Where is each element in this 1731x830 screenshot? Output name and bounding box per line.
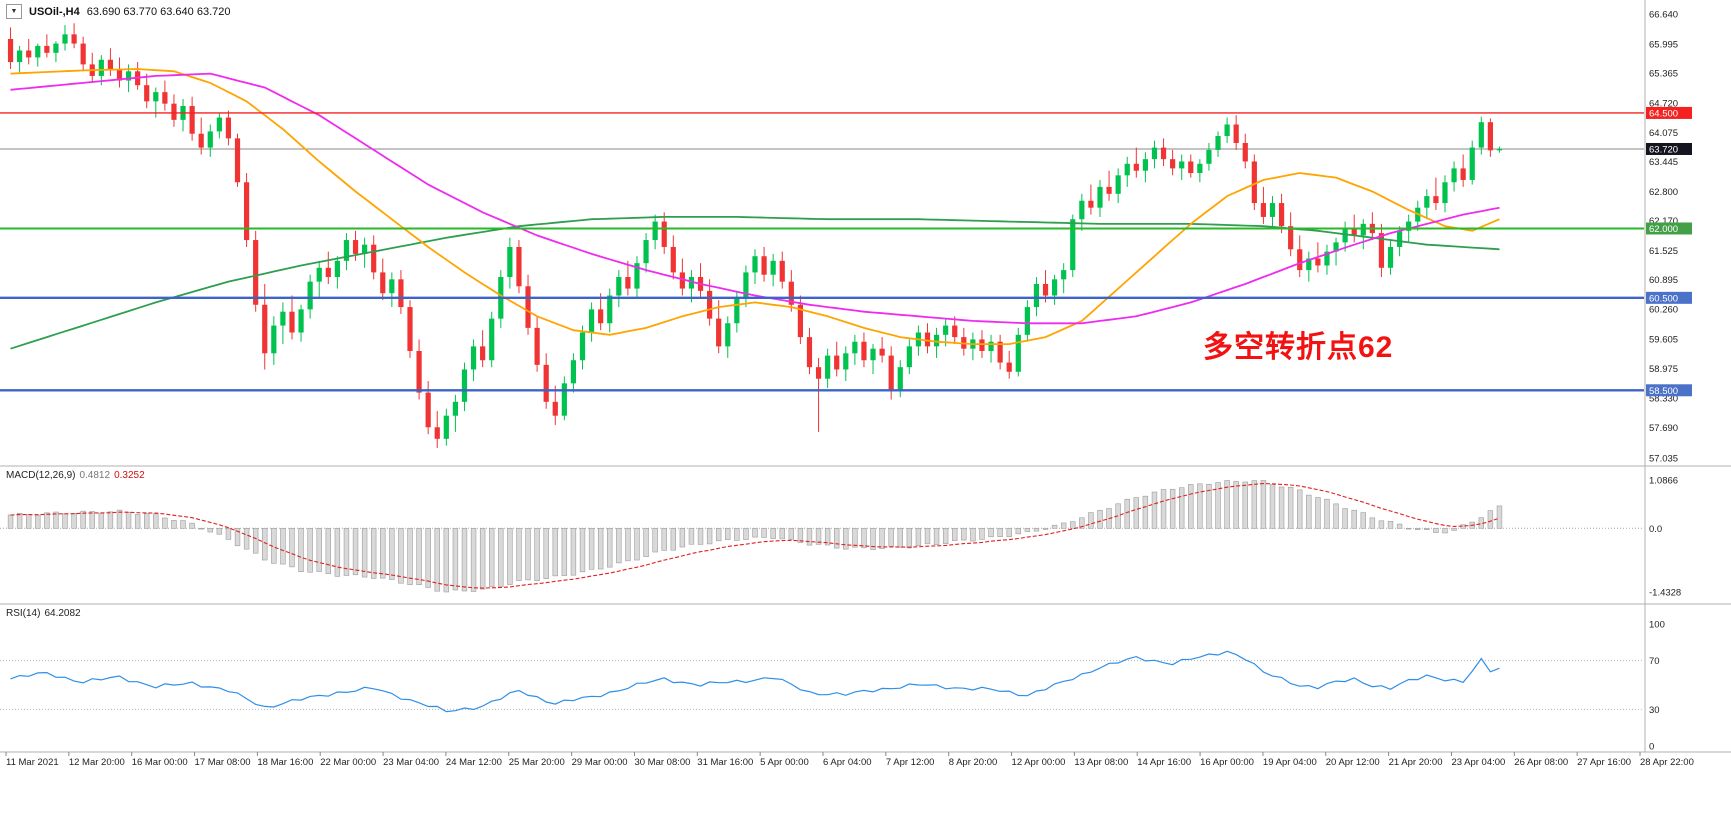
svg-text:64.500: 64.500 [1649, 108, 1678, 119]
svg-text:63.720: 63.720 [1649, 144, 1678, 155]
svg-text:64.075: 64.075 [1649, 128, 1678, 139]
svg-text:60.260: 60.260 [1649, 304, 1678, 315]
svg-text:65.365: 65.365 [1649, 68, 1678, 79]
chart-header: ▼ USOil-,H4 63.690 63.770 63.640 63.720 [6, 4, 230, 19]
symbol-dropdown-button[interactable]: ▼ [6, 4, 22, 19]
svg-text:57.035: 57.035 [1649, 454, 1678, 465]
svg-text:60.500: 60.500 [1649, 293, 1678, 304]
svg-text:31 Mar 16:00: 31 Mar 16:00 [697, 757, 753, 768]
svg-text:60.895: 60.895 [1649, 275, 1678, 286]
svg-text:7 Apr 12:00: 7 Apr 12:00 [886, 757, 935, 768]
ohlc-values: 63.690 63.770 63.640 63.720 [86, 5, 231, 18]
svg-text:5 Apr 00:00: 5 Apr 00:00 [760, 757, 809, 768]
svg-text:1.0866: 1.0866 [1649, 476, 1678, 487]
svg-text:12 Mar 20:00: 12 Mar 20:00 [69, 757, 125, 768]
svg-text:62.170: 62.170 [1649, 216, 1678, 227]
panel-separators [0, 0, 1731, 753]
rsi-indicator-title: RSI(14) 64.2082 [6, 608, 81, 619]
svg-text:58.330: 58.330 [1649, 394, 1678, 405]
svg-text:28 Apr 22:00: 28 Apr 22:00 [1640, 757, 1694, 768]
rsi-layer [0, 650, 1644, 713]
svg-text:29 Mar 00:00: 29 Mar 00:00 [572, 757, 628, 768]
macd-layer [0, 480, 1644, 593]
svg-text:61.525: 61.525 [1649, 246, 1678, 257]
svg-text:18 Mar 16:00: 18 Mar 16:00 [257, 757, 313, 768]
svg-text:65.995: 65.995 [1649, 39, 1678, 50]
ma-mid-orange-line [10, 68, 1500, 345]
time-axis-labels: 11 Mar 2021 12 Mar 20:00 16 Mar 00:00 17 Ma… [5, 752, 1694, 768]
svg-text:57.690: 57.690 [1649, 423, 1678, 434]
macd-value-main: 0.4812 [79, 470, 111, 481]
rsi-axis-labels: 100 70 30 0 [1649, 620, 1665, 753]
ma-fast-magenta-line [10, 72, 1500, 325]
chevron-down-icon: ▼ [10, 8, 18, 15]
svg-text:30: 30 [1649, 705, 1660, 716]
symbol-title: USOil-,H4 [29, 5, 80, 18]
svg-text:19 Apr 04:00: 19 Apr 04:00 [1263, 757, 1317, 768]
macd-indicator-title: MACD(12,26,9) 0.4812 0.3252 [6, 470, 145, 481]
svg-text:24 Mar 12:00: 24 Mar 12:00 [446, 757, 502, 768]
svg-text:12 Apr 00:00: 12 Apr 00:00 [1012, 757, 1066, 768]
svg-text:-1.4328: -1.4328 [1649, 588, 1681, 599]
svg-text:26 Apr 08:00: 26 Apr 08:00 [1514, 757, 1568, 768]
svg-text:63.445: 63.445 [1649, 157, 1678, 168]
svg-text:25 Mar 20:00: 25 Mar 20:00 [509, 757, 565, 768]
svg-text:64.720: 64.720 [1649, 98, 1678, 109]
svg-text:11 Mar 2021: 11 Mar 2021 [6, 757, 59, 768]
candles-layer [7, 23, 1503, 449]
svg-text:20 Apr 12:00: 20 Apr 12:00 [1326, 757, 1380, 768]
svg-text:16 Apr 00:00: 16 Apr 00:00 [1200, 757, 1254, 768]
svg-text:21 Apr 20:00: 21 Apr 20:00 [1389, 757, 1443, 768]
svg-text:66.640: 66.640 [1649, 10, 1678, 21]
svg-text:17 Mar 08:00: 17 Mar 08:00 [195, 757, 251, 768]
svg-text:70: 70 [1649, 656, 1660, 667]
svg-text:23 Mar 04:00: 23 Mar 04:00 [383, 757, 439, 768]
svg-text:59.605: 59.605 [1649, 335, 1678, 346]
macd-value-signal: 0.3252 [114, 470, 145, 481]
svg-text:14 Apr 16:00: 14 Apr 16:00 [1137, 757, 1191, 768]
svg-text:0: 0 [1649, 742, 1654, 753]
svg-text:0.0: 0.0 [1649, 524, 1662, 535]
horizontal-levels-layer [0, 112, 1644, 392]
svg-text:27 Apr 16:00: 27 Apr 16:00 [1577, 757, 1631, 768]
svg-text:30 Mar 08:00: 30 Mar 08:00 [634, 757, 690, 768]
svg-text:100: 100 [1649, 620, 1665, 631]
macd-signal-line [10, 483, 1500, 589]
macd-label: MACD(12,26,9) [6, 470, 76, 481]
svg-text:8 Apr 20:00: 8 Apr 20:00 [949, 757, 998, 768]
macd-axis-labels: 1.0866 0.0 -1.4328 [1649, 476, 1681, 599]
svg-text:13 Apr 08:00: 13 Apr 08:00 [1074, 757, 1128, 768]
svg-text:16 Mar 00:00: 16 Mar 00:00 [132, 757, 188, 768]
svg-text:22 Mar 00:00: 22 Mar 00:00 [320, 757, 376, 768]
price-axis-labels: 66.640 65.995 65.365 64.720 64.075 63.445 62.8… [1649, 10, 1678, 465]
moving-averages-layer [10, 68, 1500, 350]
price-axis-level-badges: 64.500 62.000 60.500 58.500 63.720 [1646, 106, 1692, 397]
rsi-label: RSI(14) [6, 608, 41, 619]
chart-annotation: 多空转折点62 [1203, 331, 1394, 364]
svg-text:62.800: 62.800 [1649, 187, 1678, 198]
svg-text:58.975: 58.975 [1649, 364, 1678, 375]
svg-text:23 Apr 04:00: 23 Apr 04:00 [1451, 757, 1505, 768]
svg-text:58.500: 58.500 [1649, 386, 1678, 397]
svg-text:6 Apr 04:00: 6 Apr 04:00 [823, 757, 872, 768]
rsi-line [10, 650, 1500, 713]
svg-text:62.000: 62.000 [1649, 224, 1678, 235]
ma-slow-green-line [10, 216, 1500, 350]
rsi-value: 64.2082 [44, 608, 81, 619]
